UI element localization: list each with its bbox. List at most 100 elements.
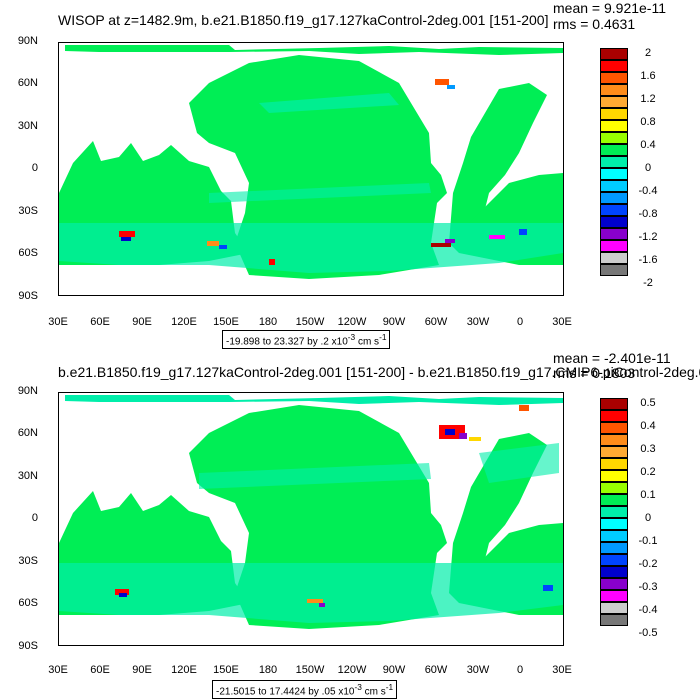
- panel1-lon-label: 120W: [337, 316, 367, 328]
- panel1-range-units: cm s: [355, 336, 380, 348]
- panel2-colorbar-label: -0.2: [638, 558, 658, 570]
- panel2-lon-label: 0: [516, 664, 524, 676]
- panel1-mean: mean = 9.921e-11: [553, 0, 666, 16]
- panel2-colorbar-label: -0.5: [638, 627, 658, 639]
- panel2-colorbar-label: 0.2: [640, 466, 656, 478]
- panel1-lon-label: 180: [258, 316, 278, 328]
- panel1-colorbar-swatch: [600, 108, 628, 120]
- panel2-colorbar-swatch: [600, 602, 628, 614]
- panel2-lat-label: 90S: [18, 640, 38, 652]
- panel2-colorbar-swatch: [600, 458, 628, 470]
- panel2-lat-label: 60N: [17, 427, 38, 439]
- panel1-lat-label: 90N: [17, 35, 38, 47]
- panel1-colorbar-swatch: [600, 180, 628, 192]
- panel1-colorbar-swatch: [600, 60, 628, 72]
- panel2-colorbar-swatch: [600, 506, 628, 518]
- panel2-colorbar-swatch: [600, 554, 628, 566]
- panel1-lat-label: 30S: [18, 205, 38, 217]
- panel2-colorbar-swatch: [600, 410, 628, 422]
- panel2-range-units: cm s: [361, 686, 386, 698]
- panel2-lat-label: 30S: [18, 555, 38, 567]
- panel1-colorbar-label: 1.6: [640, 70, 656, 82]
- panel2-colorbar-swatch: [600, 470, 628, 482]
- panel2-lat-label: 30N: [17, 470, 38, 482]
- panel1-map-field: [59, 45, 563, 279]
- panel1-lat-label: 60N: [17, 77, 38, 89]
- panel2-colorbar-swatch: [600, 530, 628, 542]
- panel1-map: [58, 42, 564, 296]
- panel2-hotspots: [115, 405, 553, 607]
- panel1-colorbar-swatch: [600, 228, 628, 240]
- panel2-colorbar-swatch: [600, 590, 628, 602]
- panel1-colorbar-swatch: [600, 132, 628, 144]
- panel1-range-exp: -3: [347, 332, 356, 342]
- panel2-rms: rms = 0.1803: [553, 365, 636, 381]
- panel1-range-prefix: -19.898 to 23.327 by .2 x10: [226, 336, 348, 348]
- panel2-colorbar-label: 0.3: [640, 443, 656, 455]
- panel1-rms: rms = 0.4631: [553, 16, 636, 32]
- panel1-range-box: -19.898 to 23.327 by .2 x10-3 cm s-1: [222, 330, 391, 350]
- panel2-lon-label: 120E: [171, 664, 197, 676]
- panel1-colorbar-label: 1.2: [640, 93, 656, 105]
- panel2-mean: mean = -2.401e-11: [553, 350, 671, 366]
- panel1-lon-label: 120E: [171, 316, 197, 328]
- panel2-colorbar-swatch: [600, 434, 628, 446]
- panel1-lat-label: 30N: [17, 120, 38, 132]
- panel1-colorbar-swatch: [600, 264, 628, 276]
- panel2-colorbar-swatch: [600, 566, 628, 578]
- panel1-lon-label: 90E: [132, 316, 152, 328]
- panel2-colorbar-swatch: [600, 446, 628, 458]
- panel2-colorbar-label: -0.1: [638, 535, 658, 547]
- panel1-colorbar-swatch: [600, 168, 628, 180]
- panel1-colorbar-swatch: [600, 216, 628, 228]
- panel2-lon-label: 30E: [48, 664, 68, 676]
- panel1-range-unit-exp: -1: [379, 332, 387, 342]
- panel1-lon-label: 30E: [552, 316, 572, 328]
- panel2-colorbar-swatch: [600, 482, 628, 494]
- panel1-colorbar-swatch: [600, 48, 628, 60]
- panel2-map-field: [59, 395, 563, 629]
- panel1-colorbar-label: -0.4: [638, 185, 658, 197]
- panel2-lon-label: 30E: [552, 664, 572, 676]
- panel1-lat-label: 60S: [18, 247, 38, 259]
- panel1-colorbar-swatch: [600, 120, 628, 132]
- panel2-lon-label: 60E: [90, 664, 110, 676]
- panel1-colorbar-label: 2: [644, 47, 652, 59]
- panel1-lat-label: 90S: [18, 290, 38, 302]
- panel2-range-exp: -3: [354, 682, 362, 692]
- panel1-hotspots: [119, 79, 527, 265]
- panel1-lon-label: 90W: [382, 316, 406, 328]
- panel1-colorbar-swatch: [600, 252, 628, 264]
- panel1-title: WISOP at z=1482.9m, b.e21.B1850.f19_g17.…: [58, 12, 549, 28]
- panel2-lon-label: 60W: [424, 664, 448, 676]
- panel1-lon-label: 30W: [466, 316, 490, 328]
- panel2-title: b.e21.B1850.f19_g17.127kaControl-2deg.00…: [58, 364, 700, 380]
- panel2-colorbar-swatch: [600, 518, 628, 530]
- panel2-range-unit-exp: -1: [385, 682, 394, 692]
- panel2-lat-label: 60S: [18, 597, 38, 609]
- panel2-colorbar-label: -0.4: [638, 604, 658, 616]
- panel2-lon-label: 30W: [466, 664, 490, 676]
- panel2-colorbar-swatch: [600, 578, 628, 590]
- panel1-lon-label: 60E: [90, 316, 110, 328]
- panel2-lon-label: 120W: [337, 664, 367, 676]
- panel2-colorbar-swatch: [600, 614, 628, 626]
- panel1-colorbar-swatch: [600, 144, 628, 156]
- panel1-colorbar-label: -1.6: [638, 254, 658, 266]
- panel2-lat-label: 90N: [17, 385, 38, 397]
- panel2-colorbar-label: 0.1: [640, 489, 656, 501]
- panel1-colorbar-label: 0: [644, 162, 652, 174]
- panel1-colorbar-label: 0.4: [640, 139, 656, 151]
- panel2-lat-label: 0: [31, 512, 38, 524]
- panel1-colorbar-swatch: [600, 96, 628, 108]
- panel1-colorbar-swatch: [600, 192, 628, 204]
- panel2-colorbar-label: -0.3: [638, 581, 658, 593]
- panel1-lon-label: 150E: [213, 316, 239, 328]
- panel1-colorbar-swatch: [600, 72, 628, 84]
- panel1-lon-label: 30E: [48, 316, 68, 328]
- panel1-colorbar-swatch: [600, 204, 628, 216]
- panel2-colorbar: [600, 398, 628, 626]
- panel2-colorbar-label: 0: [644, 512, 652, 524]
- panel1-colorbar-label: -1.2: [638, 231, 658, 243]
- panel2-range-prefix: -21.5015 to 17.4424 by .05 x10: [216, 686, 355, 698]
